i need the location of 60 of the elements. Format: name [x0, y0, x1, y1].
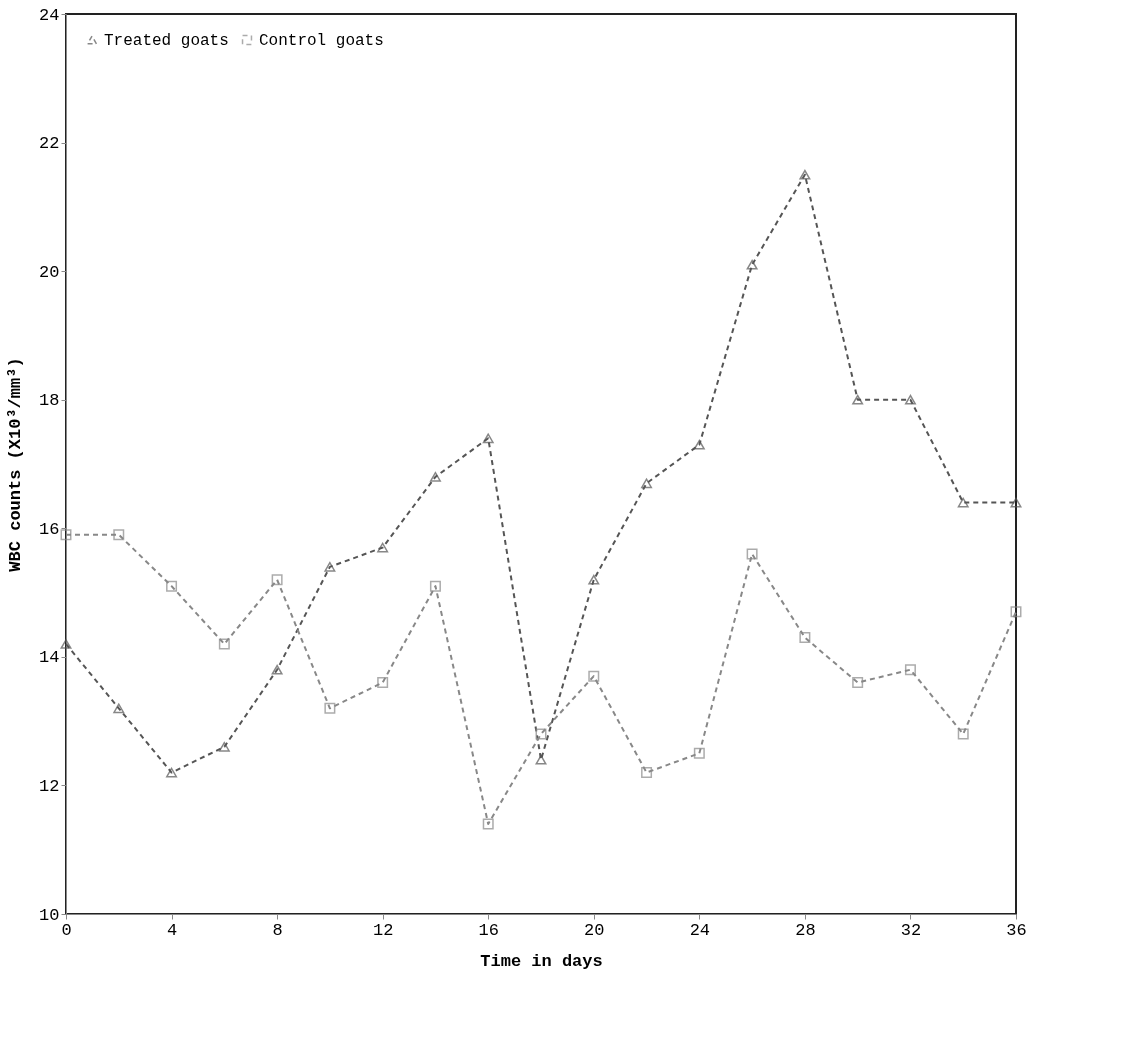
y-tick-label: 18 — [39, 391, 60, 411]
point — [1010, 606, 1022, 618]
point — [377, 677, 389, 689]
x-axis-title: Time in days — [480, 951, 603, 971]
x-tick-label: 0 — [61, 920, 72, 940]
x-tick-label: 4 — [166, 920, 178, 940]
y-tick-label: 12 — [39, 776, 60, 796]
point — [166, 767, 178, 778]
x-tick-label: 16 — [478, 920, 499, 940]
point — [429, 472, 441, 482]
y-tick-label: 24 — [39, 5, 60, 25]
point — [113, 703, 125, 714]
point — [377, 542, 389, 553]
x-tick-label: 8 — [272, 920, 283, 940]
point — [588, 574, 600, 585]
point — [588, 670, 600, 682]
x-tick-label: 32 — [900, 920, 922, 940]
y-tick-label: 10 — [39, 905, 60, 925]
x-tick-label: 36 — [1006, 920, 1027, 940]
point — [799, 169, 811, 180]
point — [218, 742, 230, 752]
point — [799, 632, 811, 644]
point — [746, 548, 758, 560]
y-axis-title: WBC counts (X10³/mm³) — [6, 357, 26, 572]
y-tick-label: 20 — [39, 262, 60, 282]
point — [1010, 497, 1022, 508]
point — [271, 574, 283, 586]
point — [693, 747, 705, 759]
point — [60, 639, 72, 649]
point — [904, 664, 916, 676]
y-tick-label: 16 — [39, 519, 60, 539]
x-tick-label: 20 — [584, 920, 605, 940]
point — [904, 394, 916, 405]
point — [852, 677, 864, 689]
point — [482, 818, 494, 830]
point — [693, 439, 705, 450]
y-tick-label: 14 — [39, 648, 60, 668]
point — [324, 702, 336, 714]
point — [166, 580, 178, 592]
x-tick-label: 28 — [795, 920, 816, 940]
point — [957, 497, 969, 508]
point — [535, 728, 547, 740]
point — [271, 664, 283, 675]
point — [957, 728, 969, 740]
point — [482, 433, 494, 444]
legend-label: Treated goats — [104, 32, 229, 50]
point — [113, 529, 125, 541]
y-tick-label: 22 — [39, 134, 60, 154]
x-tick-label: 24 — [689, 920, 711, 940]
point — [60, 529, 72, 541]
point — [218, 638, 230, 650]
point — [641, 478, 653, 489]
point — [641, 767, 653, 779]
point — [852, 394, 864, 405]
point — [429, 580, 441, 592]
point — [324, 562, 336, 572]
x-tick-label: 12 — [372, 920, 394, 940]
point — [746, 259, 758, 270]
legend-label: Control goats — [259, 32, 384, 50]
point — [535, 754, 547, 765]
